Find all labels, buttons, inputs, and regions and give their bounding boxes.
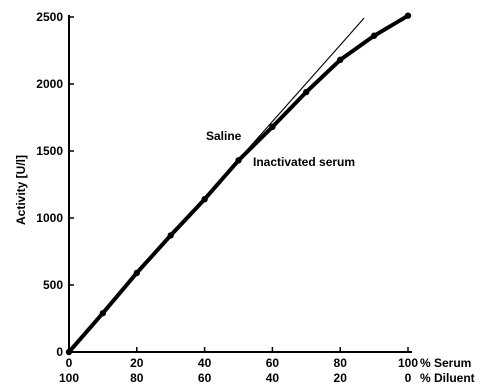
x-tick-label-diluent: 40 xyxy=(266,371,280,385)
data-point xyxy=(404,12,412,19)
y-tick-label: 1000 xyxy=(36,211,63,225)
data-point xyxy=(201,196,208,203)
y-tick-label: 0 xyxy=(56,345,63,359)
y-tick-label: 2000 xyxy=(36,77,63,91)
data-point xyxy=(370,32,378,39)
series-lines xyxy=(65,12,412,356)
x-tick-label-diluent: 20 xyxy=(334,371,348,385)
y-axis-label: Activity [U/l] xyxy=(14,155,28,225)
data-point xyxy=(167,232,174,239)
series-label-saline: Saline xyxy=(206,129,242,143)
x-tick-label-serum: 20 xyxy=(130,356,144,370)
x-tick-label-diluent: 0 xyxy=(405,371,412,385)
y-tick-label: 500 xyxy=(43,278,63,292)
data-point xyxy=(337,56,344,64)
data-point xyxy=(65,348,73,356)
data-point xyxy=(269,123,276,131)
series-line-inactivated-serum xyxy=(67,13,410,354)
x-tick-label-diluent: 100 xyxy=(59,371,79,385)
series-label-inactivated-serum: Inactivated serum xyxy=(253,155,355,169)
data-point xyxy=(99,309,107,317)
x-axis-label-serum: % Serum xyxy=(420,356,471,370)
x-tick-label-diluent: 60 xyxy=(198,371,212,385)
x-axis-label-diluent: % Diluent xyxy=(420,371,475,385)
axes xyxy=(68,15,412,353)
data-point xyxy=(133,269,140,277)
y-tick-label: 1500 xyxy=(36,144,63,158)
x-tick-label-serum: 60 xyxy=(266,356,280,370)
data-point xyxy=(235,157,242,164)
x-tick-label-diluent: 80 xyxy=(130,371,144,385)
x-tick-label-serum: 80 xyxy=(334,356,348,370)
y-tick-label: 2500 xyxy=(36,10,63,24)
x-tick-label-serum: 0 xyxy=(66,356,73,370)
x-tick-label-serum: 100 xyxy=(398,356,418,370)
tick-labels: 0100208040606040802010000500100015002000… xyxy=(36,10,418,385)
data-point xyxy=(303,88,310,96)
x-tick-label-serum: 40 xyxy=(198,356,212,370)
